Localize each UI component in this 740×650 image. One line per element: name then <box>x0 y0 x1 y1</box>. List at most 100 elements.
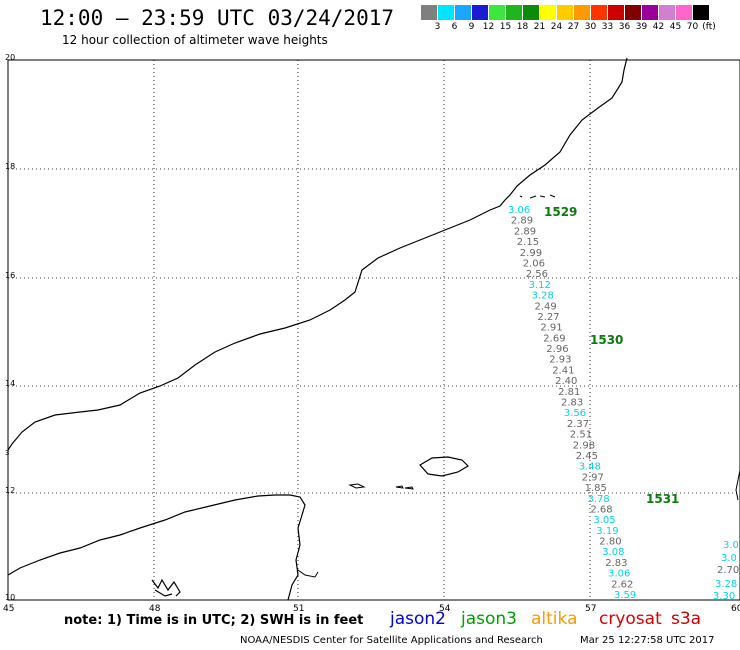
satellite-altika: altika <box>531 609 578 629</box>
swh-value: 2.56 <box>526 269 548 280</box>
legend-label: 27 <box>567 22 580 32</box>
swh-value: 3.05 <box>593 515 615 526</box>
legend-swatch <box>540 5 557 20</box>
coastline <box>7 57 628 451</box>
legend-swatch <box>455 5 472 20</box>
swh-value: 2.68 <box>590 504 612 515</box>
coast-label: 3 <box>5 449 9 457</box>
swh-value: 3.56 <box>564 408 586 419</box>
legend-label: 39 <box>635 22 648 32</box>
credit-line: NOAA/NESDIS Center for Satellite Applica… <box>240 635 543 646</box>
color-legend <box>421 5 710 20</box>
swh-value: 3.06 <box>608 569 630 580</box>
track-label: 1530 <box>590 333 623 347</box>
legend-unit: (ft) <box>702 22 716 32</box>
cape-outline <box>297 569 319 578</box>
island-small-2 <box>395 485 404 489</box>
swh-value: 2.49 <box>535 301 557 312</box>
swh-value: 3.06 <box>508 205 530 216</box>
swh-value: 2.45 <box>576 451 598 462</box>
longitude-label: 54 <box>439 604 451 614</box>
latitude-label: 10 <box>5 593 15 602</box>
swh-value: 2.89 <box>511 216 533 227</box>
swh-value: 1.85 <box>585 483 607 494</box>
legend-swatch <box>438 5 455 20</box>
longitude-label: 51 <box>293 604 304 614</box>
coastline-somalia <box>7 494 306 601</box>
footer-note: note: 1) Time is in UTC; 2) SWH is in fe… <box>64 613 364 628</box>
satellite-jason3: jason3 <box>461 609 517 629</box>
legend-swatch <box>676 5 693 20</box>
satellite-s3a: s3a <box>671 609 702 629</box>
swh-value: 2.97 <box>582 472 604 483</box>
swh-value: 2.89 <box>514 226 536 237</box>
island-small-3 <box>404 486 414 490</box>
swh-value: 2.37 <box>567 419 589 430</box>
legend-swatch <box>472 5 489 20</box>
swh-value: 2.96 <box>546 344 568 355</box>
latitude-label: 18 <box>5 162 15 171</box>
legend-swatch <box>591 5 608 20</box>
island-small-1 <box>348 483 366 489</box>
legend-label: 6 <box>451 22 458 32</box>
swh-value: 2.06 <box>523 259 545 270</box>
legend-swatch <box>625 5 642 20</box>
generation-timestamp: Mar 25 12:27:58 UTC 2017 <box>580 635 715 646</box>
legend-swatch <box>421 5 438 20</box>
swh-value: 3.30 <box>713 591 735 602</box>
swh-value: 2.62 <box>611 579 633 590</box>
legend-labels: 3 6 9 12 15 18 21 24 27 30 33 36 39 42 45 70 (ft) <box>421 22 740 34</box>
legend-swatch <box>574 5 591 20</box>
legend-label: 21 <box>533 22 546 32</box>
socotra-island <box>419 456 469 477</box>
latitude-label: 12 <box>5 486 15 495</box>
latitude-label: 16 <box>5 271 15 280</box>
legend-swatch <box>506 5 523 20</box>
swh-value: 3.08 <box>602 547 624 558</box>
swh-value: 2.98 <box>573 440 595 451</box>
legend-label: 36 <box>618 22 631 32</box>
legend-swatch <box>523 5 540 20</box>
swh-value: 2.41 <box>552 365 574 376</box>
swh-value: 3.0 <box>723 540 739 551</box>
swh-value: 3.12 <box>529 280 551 291</box>
longitude-label: 48 <box>149 604 161 614</box>
swh-value: 2.93 <box>549 355 571 366</box>
swh-value: 2.70 <box>717 565 739 576</box>
longitude-label: 60 <box>731 604 740 614</box>
legend-swatch <box>642 5 659 20</box>
swh-value: 3.59 <box>614 590 636 601</box>
swh-value: 2.69 <box>543 333 565 344</box>
legend-label: 70 <box>686 22 699 32</box>
legend-swatch <box>693 5 710 20</box>
satellite-cryosat: cryosat <box>599 609 662 629</box>
map-grid <box>7 59 740 601</box>
swh-value: 2.83 <box>561 398 583 409</box>
legend-swatch <box>489 5 506 20</box>
swh-value: 2.91 <box>540 323 562 334</box>
latitude-label: 20 <box>5 53 15 62</box>
legend-label: 9 <box>468 22 475 32</box>
swh-value: 3.28 <box>532 291 554 302</box>
legend-label: 30 <box>584 22 597 32</box>
swh-value: 2.83 <box>605 558 627 569</box>
bottom-left-scribble <box>151 578 181 597</box>
swh-value: 3.48 <box>579 462 601 473</box>
swh-value: 3.28 <box>715 579 737 590</box>
satellite-jason2: jason2 <box>390 609 446 629</box>
swh-value: 2.51 <box>570 430 592 441</box>
swh-value: 2.99 <box>520 248 542 259</box>
legend-label: 3 <box>434 22 441 32</box>
swh-value: 2.81 <box>558 387 580 398</box>
map-title: 12:00 – 23:59 UTC 03/24/2017 <box>40 6 395 30</box>
legend-label: 12 <box>482 22 495 32</box>
longitude-label: 57 <box>585 604 596 614</box>
legend-swatch <box>608 5 625 20</box>
map-subtitle: 12 hour collection of altimeter wave hei… <box>62 33 328 47</box>
legend-label: 45 <box>669 22 682 32</box>
swh-value: 2.80 <box>599 537 621 548</box>
swh-value: 2.27 <box>537 312 559 323</box>
legend-swatch <box>557 5 574 20</box>
legend-label: 18 <box>516 22 529 32</box>
